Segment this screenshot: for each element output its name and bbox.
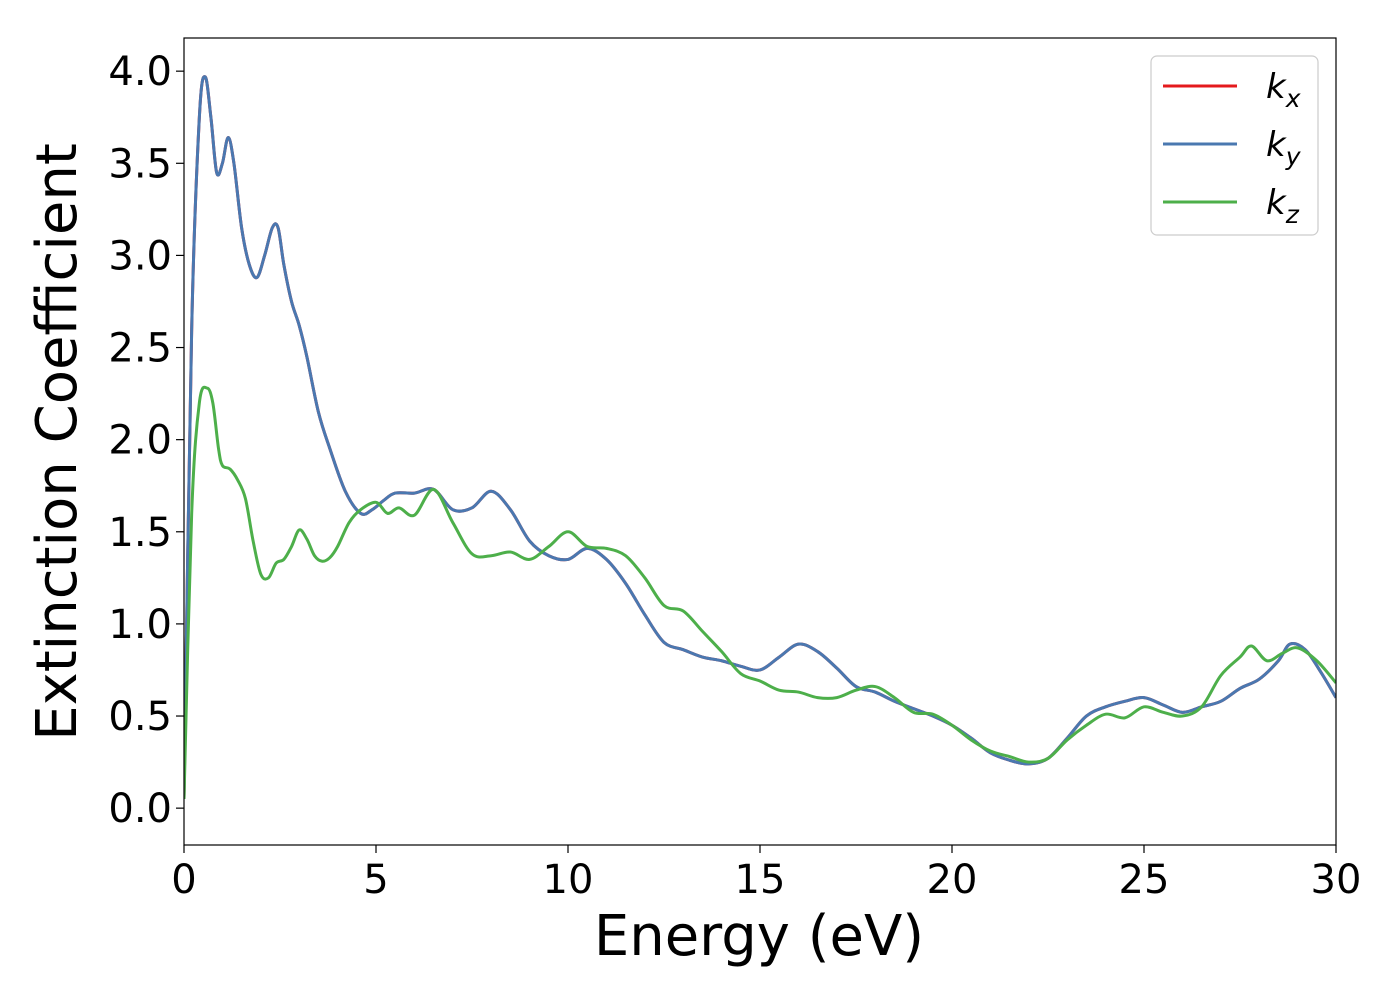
x-tick-label: 15: [735, 857, 786, 903]
x-axis-ticks: 0 5 10 15 20 25 30: [171, 845, 1361, 903]
legend: kx ky kz: [1150, 55, 1319, 236]
y-axis-ticks: 0.0 0.5 1.0 1.5 2.0 2.5 3.0 3.5 4.0: [108, 49, 184, 832]
x-tick-label: 10: [543, 857, 594, 903]
x-tick-label: 30: [1311, 857, 1362, 903]
x-tick-label: 0: [171, 857, 196, 903]
y-tick-label: 1.0: [108, 602, 172, 648]
y-tick-label: 4.0: [108, 49, 172, 95]
legend-label-y: ky: [1266, 125, 1302, 171]
x-tick-label: 25: [1119, 857, 1170, 903]
x-tick-label: 5: [363, 857, 388, 903]
legend-label-x: kx: [1266, 67, 1301, 113]
series-lines: [184, 75, 1336, 799]
series-line-z: [184, 385, 1336, 799]
y-tick-label: 3.0: [108, 233, 172, 279]
y-tick-label: 3.5: [108, 141, 172, 187]
y-tick-label: 0.0: [108, 786, 172, 832]
legend-label-z: kz: [1266, 183, 1300, 229]
y-tick-label: 2.0: [108, 418, 172, 464]
x-tick-label: 20: [927, 857, 978, 903]
y-tick-label: 0.5: [108, 694, 172, 740]
x-axis-label: Energy (eV): [594, 904, 924, 969]
series-line-y: [184, 75, 1336, 799]
y-axis-label: Extinction Coefficient: [25, 143, 90, 741]
y-tick-label: 2.5: [108, 326, 172, 372]
y-tick-label: 1.5: [108, 510, 172, 556]
